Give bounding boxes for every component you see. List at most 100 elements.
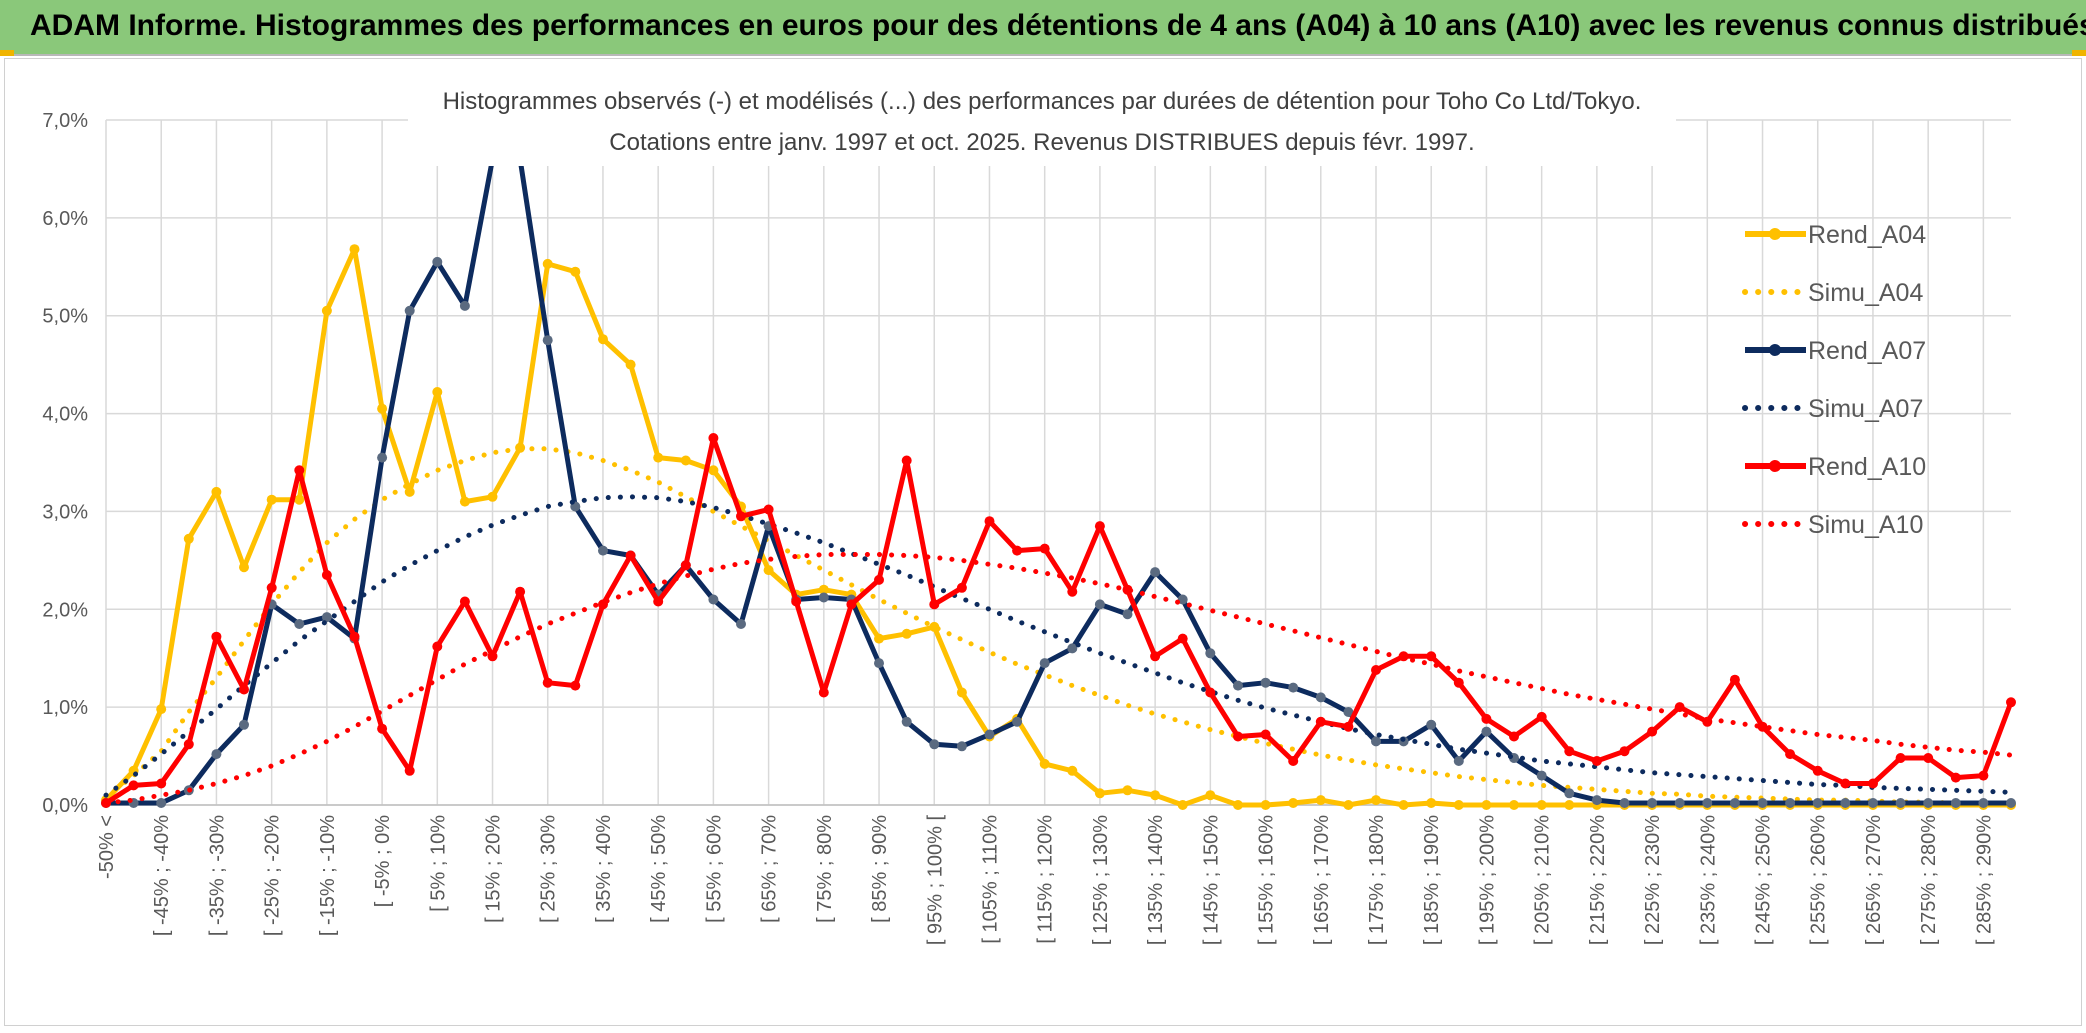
rend-a04-point (156, 704, 167, 715)
rend-a07-point (1260, 677, 1271, 688)
rend-a04-point (1233, 800, 1243, 810)
rend-a10-point (570, 680, 581, 691)
rend-a04-point (183, 533, 194, 544)
rend-a07-point (459, 300, 470, 311)
rend-a07-point (1177, 594, 1188, 605)
rend-a04-point (1315, 795, 1326, 806)
rend-a04-point (901, 628, 912, 639)
rend-a10-point (1067, 586, 1078, 597)
rend-a07-point (984, 729, 995, 740)
chart-title-line-1: Histogrammes observés (-) et modélisés (… (443, 88, 1642, 115)
legend-marker (1769, 460, 1781, 472)
y-tick-label: 4,0% (42, 404, 88, 426)
rend-a04-point (1039, 758, 1050, 769)
x-tick-label: [ -5% ; 0% (372, 815, 394, 907)
rend-a10-point (2006, 697, 2016, 708)
legend: Rend_A04 Simu_A04 Rend_A07 Simu_A07 Rend_A10… (1742, 221, 1926, 539)
legend-label: Simu_A04 (1808, 279, 1923, 307)
rend-a10-point (1150, 651, 1161, 662)
rend-a07-point (1674, 798, 1685, 808)
rend-a10-point (1177, 633, 1188, 644)
rend-a04-point (1177, 800, 1188, 810)
rend-a07-point (598, 545, 608, 556)
x-tick-label: [ 135% ; 140% (1145, 815, 1167, 945)
rend-a10-point (653, 596, 664, 607)
rend-a10-point (1343, 721, 1354, 732)
rend-a10-point (128, 780, 139, 791)
rend-a04-point (211, 486, 222, 497)
rend-a07-point (1647, 798, 1658, 808)
rend-a07-point (432, 256, 443, 267)
rend-a04-point (459, 496, 470, 507)
rend-a07-point (1729, 798, 1740, 808)
x-tick-label: [ 255% ; 260% (1808, 815, 1830, 945)
legend-marker (1769, 344, 1781, 356)
legend-label: Rend_A04 (1808, 221, 1926, 249)
x-tick-label: [ 245% ; 250% (1753, 815, 1775, 945)
y-tick-label: 3,0% (42, 501, 88, 523)
rend-a07-point (1453, 756, 1464, 766)
rend-a07-point (1205, 648, 1216, 659)
rend-a07-point (1067, 643, 1078, 654)
chart-title-background (408, 78, 1676, 166)
rend-a10-point (1039, 543, 1050, 554)
rend-a07-point (1371, 736, 1381, 747)
rend-a07-point (1840, 798, 1851, 808)
x-tick-label: [ -45% ; -40% (151, 815, 173, 936)
rend-a04-point (321, 305, 332, 316)
legend-item-rend-a04: Rend_A04 (1745, 221, 1926, 249)
rend-a10-point (1895, 753, 1906, 763)
rend-a10-point (183, 739, 194, 750)
x-tick-label: [ 45% ; 50% (648, 815, 670, 923)
rend-a07-point (211, 749, 222, 760)
rend-a10-point (763, 504, 774, 515)
rend-a04-point (377, 403, 388, 414)
rend-a10-line (104, 435, 2014, 806)
x-tick-label: [ 225% ; 230% (1642, 815, 1664, 945)
x-tick-label: [ 125% ; 130% (1090, 815, 1112, 945)
simu-a07-line (103, 494, 2014, 798)
corner-accent-left (0, 50, 14, 56)
legend-marker (1769, 228, 1781, 240)
corner-accent-right (2072, 50, 2086, 56)
rend-a04-point (598, 334, 608, 345)
rend-a07-point (156, 798, 167, 808)
rend-a07-point (1233, 680, 1243, 691)
rend-a04-point (542, 258, 553, 269)
rend-a04-point (1564, 800, 1575, 810)
rend-a04-point (1260, 800, 1271, 810)
rend-a10-point (239, 684, 249, 695)
rend-a10-point (1840, 778, 1851, 789)
rend-a04-point (1122, 785, 1133, 796)
rend-a07-point (708, 594, 719, 605)
rend-a07-point (1564, 788, 1575, 799)
rend-a10-point (294, 465, 305, 476)
legend-item-simu-a07: Simu_A07 (1742, 395, 1923, 423)
rend-a10-point (515, 586, 526, 597)
rend-a10-point (1453, 677, 1464, 688)
rend-a10-point (1868, 778, 1878, 789)
rend-a10-point (680, 560, 691, 571)
rend-a10-point (708, 433, 719, 443)
rend-a10-point (1564, 746, 1575, 757)
rend-a07-point (1343, 707, 1354, 717)
legend-item-simu-a04: Simu_A04 (1742, 279, 1923, 307)
rend-a04-point (956, 687, 967, 698)
rend-a04-point (294, 494, 305, 505)
series-simu-a10 (103, 552, 2014, 806)
x-tick-label: [ 35% ; 40% (593, 815, 615, 923)
rend-a04-point (404, 486, 415, 497)
rend-a04-point (625, 359, 636, 370)
rend-a10-point (846, 599, 857, 610)
rend-a10-point (1094, 521, 1105, 532)
y-axis: 0,0% 1,0% 2,0% 3,0% 4,0% 5,0% 6,0% 7,0% (42, 110, 88, 817)
x-tick-label: [ -15% ; -10% (317, 815, 339, 936)
rend-a10-point (459, 596, 470, 607)
rend-a10-point (1591, 756, 1602, 766)
rend-a10-point (487, 651, 498, 662)
rend-a10-point (1260, 729, 1271, 740)
x-tick-label: [ 205% ; 210% (1532, 815, 1554, 945)
rend-a07-point (1868, 798, 1878, 808)
y-tick-label: 5,0% (42, 306, 88, 328)
rend-a10-point (1509, 731, 1519, 742)
